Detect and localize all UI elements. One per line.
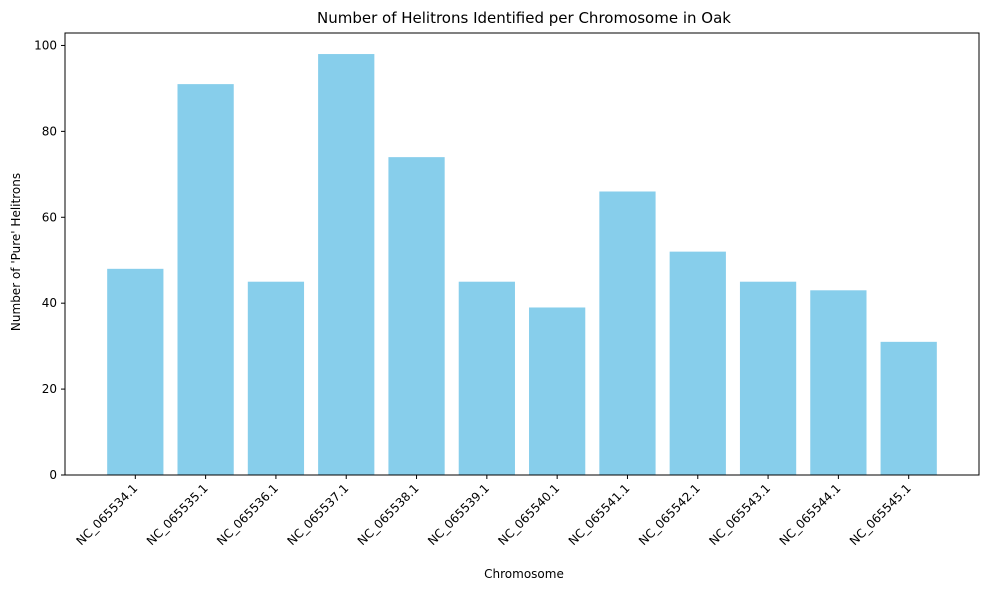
x-axis-label: Chromosome (484, 567, 564, 581)
plot-frame (64, 32, 980, 476)
y-axis-label: Number of 'Pure' Helitrons (9, 173, 23, 331)
bar-NC_065543.1 (739, 281, 797, 475)
bar-NC_065534.1 (107, 268, 164, 475)
bar-NC_065544.1 (810, 290, 867, 475)
bar-NC_065535.1 (177, 84, 234, 476)
bar-NC_065536.1 (247, 281, 305, 475)
y-tick-label: 100 (34, 38, 57, 52)
y-tick-label: 20 (42, 382, 57, 396)
y-tick-label: 40 (42, 296, 57, 310)
bar-NC_065545.1 (880, 341, 937, 475)
bars-group (107, 54, 937, 476)
bar-NC_065540.1 (529, 307, 586, 475)
y-tick-label: 60 (42, 210, 57, 224)
y-tick-label: 0 (49, 468, 57, 482)
bar-NC_065542.1 (669, 251, 726, 475)
y-tick-label: 80 (42, 124, 57, 138)
bar-NC_065539.1 (458, 281, 515, 475)
bar-NC_065537.1 (318, 54, 375, 476)
bar-NC_065541.1 (599, 191, 656, 475)
chart-title: Number of Helitrons Identified per Chrom… (317, 9, 731, 27)
y-axis-ticks: 0 20 40 60 80 100 (34, 38, 65, 482)
bar-NC_065538.1 (388, 157, 445, 475)
